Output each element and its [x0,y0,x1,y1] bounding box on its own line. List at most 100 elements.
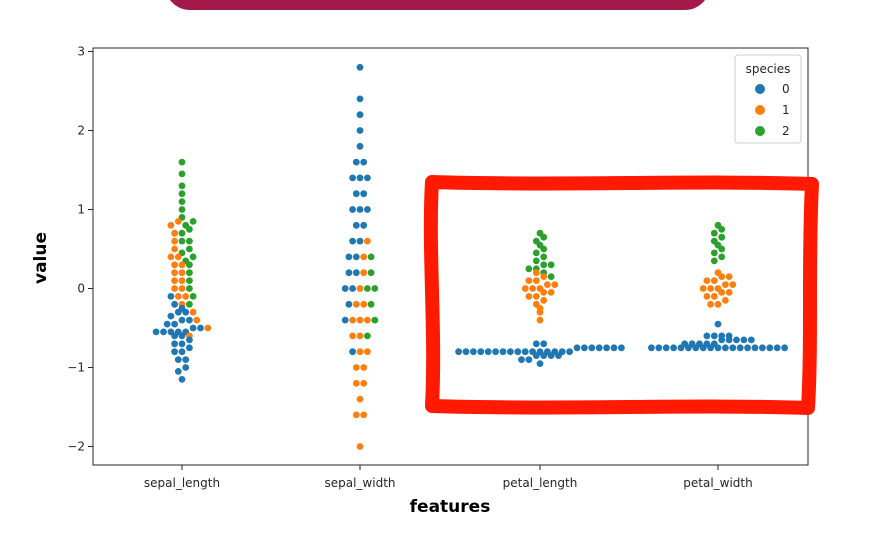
data-point [178,348,186,356]
data-point [718,245,726,253]
data-point [364,285,371,292]
data-point [345,269,353,277]
data-point [371,285,379,292]
data-point [352,411,360,419]
data-point [544,281,551,288]
data-point [352,364,360,371]
data-point [525,277,533,284]
data-point [160,328,167,336]
data-point [540,297,548,304]
data-point [182,293,190,300]
data-point [740,336,748,344]
legend-label-2: 2 [782,124,790,138]
data-point [507,348,514,356]
data-point [733,336,740,344]
data-point [360,221,368,229]
data-point [189,253,197,261]
data-point [367,269,375,277]
data-point [525,356,533,363]
data-point [345,300,353,308]
data-point [356,285,364,292]
data-point [152,328,160,336]
data-point [703,277,711,284]
x-tick-label: sepal_width [324,476,395,490]
legend-title: species [746,62,791,76]
data-point [547,289,555,296]
data-point [540,253,548,261]
data-point [349,348,356,356]
data-point [178,285,186,292]
data-point [174,253,182,261]
y-tick-label: 1 [77,203,85,217]
data-point [718,233,726,241]
data-point [536,360,544,367]
data-point [547,273,555,280]
data-point [521,348,529,356]
data-point [349,174,356,182]
data-point [364,332,371,340]
data-point [751,344,759,352]
data-point [532,293,540,300]
data-point [186,225,193,233]
data-point [692,344,700,352]
data-point [595,344,603,352]
data-point [178,316,186,324]
data-point [171,229,179,237]
data-points [152,63,788,450]
data-point [703,332,711,340]
data-point [714,300,722,308]
data-point [171,348,179,356]
data-point [171,320,179,328]
data-point [182,364,190,371]
data-point [186,300,193,308]
data-point [532,269,540,277]
data-point [714,344,722,352]
data-point [186,237,193,245]
data-point [477,348,485,356]
data-point [707,344,714,352]
data-point [341,316,349,324]
data-point [174,356,182,363]
data-point [722,297,729,304]
data-point [352,269,360,277]
data-point [710,332,718,340]
data-point [186,269,193,277]
data-point [364,174,371,182]
data-point [167,253,175,261]
data-point [352,221,360,229]
data-point [352,253,360,261]
y-axis: −2 −1 0 1 2 3 [67,45,93,454]
data-point [174,368,182,375]
data-point [573,344,581,352]
data-point [540,245,548,253]
y-tick-label: −1 [67,361,85,375]
data-point [364,316,371,324]
data-point [455,348,462,356]
data-point [171,285,179,292]
data-point [171,300,179,308]
data-point [648,344,655,352]
data-point [725,336,733,344]
data-point [547,352,555,359]
data-point [540,261,548,269]
data-point [345,253,353,261]
data-point [352,190,360,198]
data-point [736,344,744,352]
data-point [178,332,186,340]
data-point [167,312,175,320]
data-point [349,332,356,340]
data-point [588,344,596,352]
data-point [364,348,371,356]
data-point [360,190,368,198]
data-point [677,344,685,352]
data-point [670,344,677,352]
data-point [360,364,368,371]
data-point [356,142,364,150]
data-point [178,237,186,245]
data-point [371,316,379,324]
data-point [360,253,368,261]
data-point [707,285,714,292]
legend-marker-1 [755,105,765,115]
data-point [710,257,718,265]
